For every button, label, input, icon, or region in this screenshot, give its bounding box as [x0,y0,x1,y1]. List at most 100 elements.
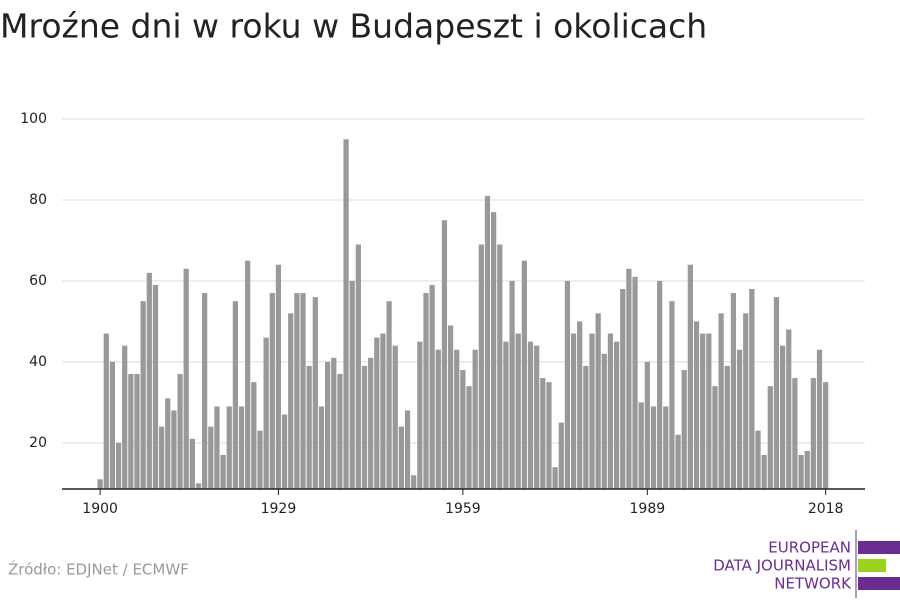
bar [115,442,122,489]
bar [214,406,220,489]
logo-block [858,577,900,590]
bar [497,244,503,489]
bar [816,349,823,489]
bar [755,430,761,489]
bar [792,378,798,489]
bar [245,260,251,489]
bar [392,345,398,489]
bar [158,426,165,489]
bar [183,268,189,489]
bar [491,212,497,489]
bar [429,284,435,489]
bar [620,289,626,489]
bar [657,280,663,489]
bar [761,454,767,489]
bar [712,386,718,489]
bar [749,289,755,489]
bar [583,365,589,489]
bar [546,382,552,489]
bar [447,325,454,489]
bar [601,353,607,489]
bar [202,293,208,489]
logo-block [858,541,900,554]
bar [208,426,214,489]
bar [804,450,810,489]
bar [472,349,478,489]
logo-block [858,559,886,572]
y-tick-label: 20 [29,435,47,451]
bar [681,369,687,489]
bar [404,410,411,489]
bar [220,454,226,489]
bar [706,333,712,489]
bar [478,244,484,489]
bar [669,301,675,489]
bar [361,365,368,489]
bar [823,382,829,489]
bar [275,264,282,489]
bar [503,341,509,489]
y-tick-label: 40 [29,354,47,370]
bar [558,422,564,489]
bar [97,479,103,489]
bar [411,475,417,489]
bar [103,333,109,489]
logo: EUROPEAN DATA JOURNALISM NETWORK [713,530,900,598]
bar [325,361,331,489]
bar [177,374,183,489]
bar [534,345,540,489]
bar [435,349,441,489]
bar [730,293,737,489]
bar [675,434,681,489]
bar [146,272,152,489]
bar [380,333,386,489]
bar [521,260,527,489]
bar [263,337,269,489]
bar [238,406,245,489]
bar [306,365,312,489]
x-tick-label: 2018 [808,501,844,517]
bar [509,280,515,489]
bar [693,321,700,489]
bar [171,410,177,489]
y-tick-label: 80 [29,192,47,208]
bar [644,361,650,489]
bar [527,341,534,489]
bar [515,333,521,489]
bar [281,414,288,489]
x-tick-label: 1959 [445,501,481,517]
bar [128,374,134,489]
bar [195,483,202,489]
bar [577,321,583,489]
bar [368,357,374,489]
bar [724,365,730,489]
bar [767,386,773,489]
bar [564,280,571,489]
bar [269,293,275,489]
bar [595,313,601,489]
bar [786,329,792,489]
bar [251,382,257,489]
x-tick-label: 1989 [630,501,666,517]
x-tick-label: 1900 [82,501,118,517]
bar [632,276,638,489]
bar [454,349,460,489]
bar [232,301,239,489]
logo-text: NETWORK [774,575,852,593]
bar [779,345,786,489]
bar [294,293,300,489]
bar [638,402,644,489]
bar [736,349,743,489]
bar [288,313,294,489]
bar [613,341,620,489]
y-tick-label: 100 [20,111,47,127]
bar [226,406,232,489]
bar [460,369,466,489]
bar [331,357,337,489]
bar [152,284,159,489]
bar [552,467,558,489]
bar [484,195,491,489]
bar [626,268,632,489]
bar [109,361,116,489]
chart-title: Mroźne dni w roku w Budapeszt i okolicac… [0,7,707,46]
